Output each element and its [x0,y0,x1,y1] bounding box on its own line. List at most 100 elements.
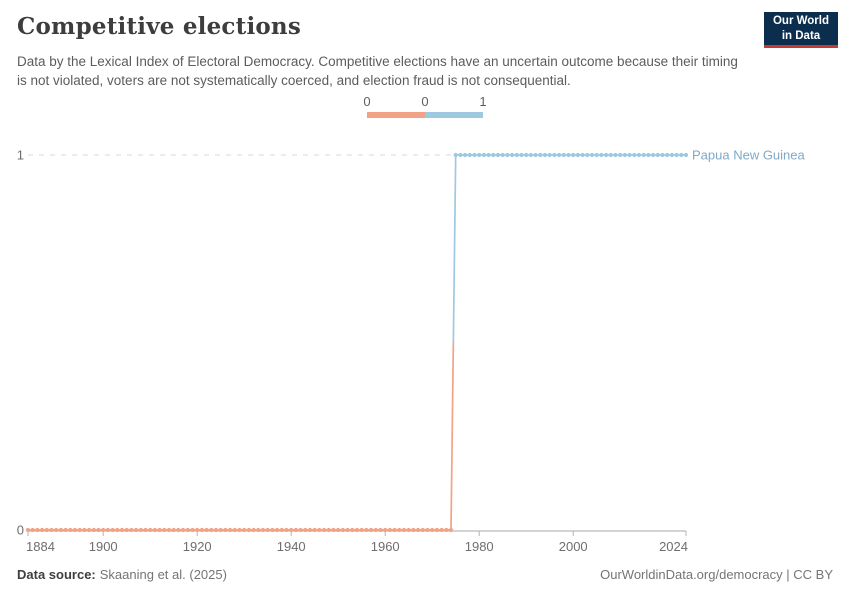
series-point[interactable] [665,152,670,158]
series-point[interactable] [359,527,364,533]
series-point[interactable] [195,527,200,533]
series-point[interactable] [54,527,59,533]
series-point[interactable] [364,527,369,533]
series-point[interactable] [138,527,143,533]
credit-link[interactable]: OurWorldinData.org/democracy | CC BY [600,567,833,582]
series-point[interactable] [420,527,425,533]
series-point[interactable] [181,527,186,533]
series-point[interactable] [585,152,590,158]
series-point[interactable] [561,152,566,158]
series-point[interactable] [679,152,684,158]
legend-swatch-0[interactable] [367,112,425,118]
series-point[interactable] [35,527,40,533]
series-point[interactable] [270,527,275,533]
series-point[interactable] [425,527,430,533]
series-point[interactable] [669,152,675,158]
series-point[interactable] [369,527,374,533]
series-point[interactable] [246,527,251,533]
series-point[interactable] [213,527,219,533]
series-point[interactable] [533,152,538,158]
series-point[interactable] [514,152,519,158]
series-point[interactable] [552,152,557,158]
series-point[interactable] [416,527,421,533]
series-point[interactable] [660,152,665,158]
series-point[interactable] [96,527,101,533]
series-point[interactable] [528,152,534,158]
series-point[interactable] [134,527,139,533]
series-point[interactable] [500,152,505,158]
series-point[interactable] [218,527,223,533]
series-point[interactable] [354,527,360,533]
series-point[interactable] [279,527,284,533]
series-point[interactable] [392,527,397,533]
series-point[interactable] [326,527,331,533]
series-point[interactable] [110,527,115,533]
series-point[interactable] [87,527,92,533]
series-step-connector[interactable] [452,154,457,343]
series-point[interactable] [232,527,237,533]
series-point[interactable] [68,527,73,533]
series-point[interactable] [72,527,78,533]
series-point[interactable] [387,527,392,533]
series-point[interactable] [477,152,482,158]
series-point[interactable] [383,527,388,533]
series-point[interactable] [105,527,110,533]
series-point[interactable] [101,527,106,533]
series-point[interactable] [491,152,496,158]
series-point[interactable] [397,527,402,533]
series-point[interactable] [542,152,548,158]
series-point[interactable] [373,527,378,533]
series-point[interactable] [622,152,628,158]
series-point[interactable] [251,527,256,533]
series-point[interactable] [190,527,195,533]
series-point[interactable] [298,527,303,533]
series-point[interactable] [467,152,472,158]
series-point[interactable] [519,152,524,158]
series-point[interactable] [143,527,148,533]
series-point[interactable] [604,152,609,158]
series-point[interactable] [566,152,571,158]
series-step-connector[interactable] [450,342,455,531]
series-point[interactable] [129,527,134,533]
series-point[interactable] [571,152,576,158]
data-source-value[interactable]: Skaaning et al. (2025) [99,567,227,582]
series-point[interactable] [49,527,54,533]
series-point[interactable] [439,527,444,533]
series-point[interactable] [204,527,209,533]
series-point[interactable] [495,152,501,158]
series-point[interactable] [547,152,552,158]
series-point[interactable] [289,527,294,533]
series-point[interactable] [580,152,585,158]
series-point[interactable] [406,527,411,533]
series-point[interactable] [646,152,651,158]
series-point[interactable] [124,527,129,533]
series-point[interactable] [25,527,31,533]
series-point[interactable] [157,527,162,533]
series-point[interactable] [608,152,613,158]
series-point[interactable] [401,527,407,533]
series-point[interactable] [618,152,623,158]
series-point[interactable] [448,527,454,533]
series-point[interactable] [594,152,599,158]
series-point[interactable] [411,527,416,533]
series-point[interactable] [655,152,660,158]
series-point[interactable] [237,527,242,533]
series-point[interactable] [378,527,383,533]
legend-swatch-1[interactable] [425,112,483,118]
series-point[interactable] [505,152,510,158]
series-point[interactable] [260,527,266,533]
series-point[interactable] [284,527,289,533]
series-point[interactable] [472,152,477,158]
series-point[interactable] [481,152,486,158]
entity-label[interactable]: Papua New Guinea [692,148,806,163]
series-point[interactable] [683,152,689,158]
series-point[interactable] [336,527,341,533]
series-point[interactable] [176,527,181,533]
series-point[interactable] [509,152,515,158]
series-point[interactable] [77,527,82,533]
series-point[interactable] [340,527,345,533]
series-point[interactable] [613,152,618,158]
series-point[interactable] [524,152,529,158]
series-point[interactable] [30,527,35,533]
